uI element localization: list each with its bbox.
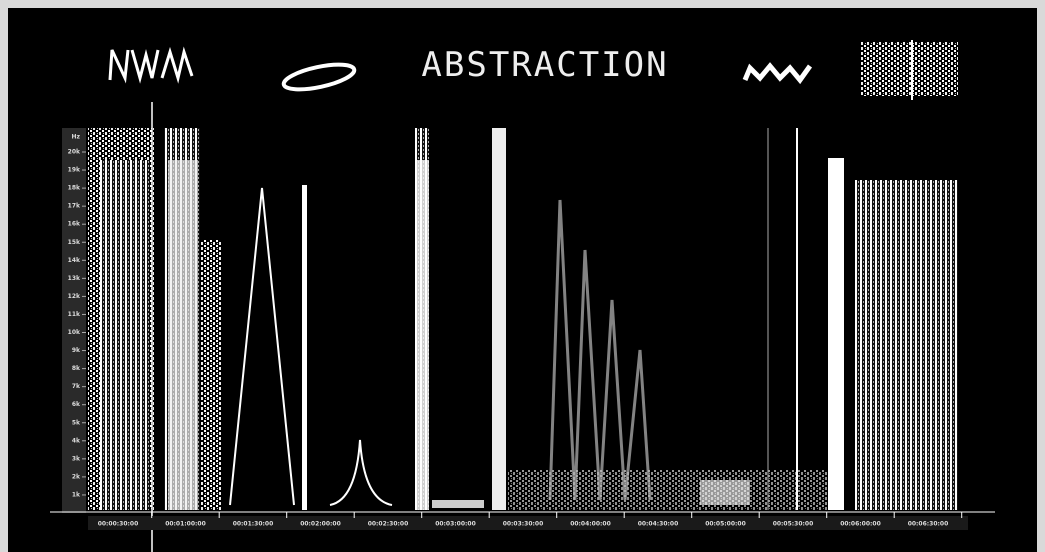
time-label: 00:05:30:00 <box>773 521 814 528</box>
frequency-label: 15k <box>68 239 81 246</box>
frequency-label: 19k <box>68 167 81 174</box>
frequency-label: 2k <box>72 473 81 480</box>
frequency-label: 8k <box>72 365 81 372</box>
time-label: 00:01:30:00 <box>233 521 274 528</box>
time-label: 00:03:30:00 <box>503 521 544 528</box>
time-label: 00:04:30:00 <box>638 521 679 528</box>
frequency-label: 12k <box>68 293 81 300</box>
frequency-label: 1k <box>72 491 81 498</box>
page: ABSTRACTION Hz 20k 19k 18k 17k 16k 15k 14k 13k 12… <box>0 0 1045 552</box>
frequency-label: 11k <box>68 311 81 318</box>
frequency-label: 5k <box>72 419 81 426</box>
logo-title: ABSTRACTION <box>421 45 668 85</box>
time-label: 00:05:00:00 <box>705 521 746 528</box>
frequency-label: 10k <box>68 329 81 336</box>
frequency-label: 3k <box>72 455 81 462</box>
time-label: 00:02:30:00 <box>368 521 409 528</box>
frequency-label: 6k <box>72 401 81 408</box>
frequency-label: 14k <box>68 257 81 264</box>
frequency-label: 7k <box>72 383 81 390</box>
frequency-label: 16k <box>68 221 81 228</box>
time-label: 00:02:00:00 <box>300 521 341 528</box>
time-label: 00:03:00:00 <box>435 521 476 528</box>
frequency-label: 18k <box>68 185 81 192</box>
time-label: 00:04:00:00 <box>570 521 611 528</box>
frequency-label: 17k <box>68 203 81 210</box>
frequency-label: 13k <box>68 275 81 282</box>
time-label: 00:00:30:00 <box>98 521 139 528</box>
frequency-label: 4k <box>72 437 81 444</box>
frequency-label: 20k <box>68 149 81 156</box>
frequency-label: Hz <box>71 134 80 141</box>
time-label: 00:06:30:00 <box>908 521 949 528</box>
screenshot: ABSTRACTION Hz 20k 19k 18k 17k 16k 15k 14k 13k 12… <box>0 0 1045 552</box>
time-label: 00:06:00:00 <box>840 521 881 528</box>
frequency-label: 9k <box>72 347 81 354</box>
time-label: 00:01:00:00 <box>165 521 206 528</box>
